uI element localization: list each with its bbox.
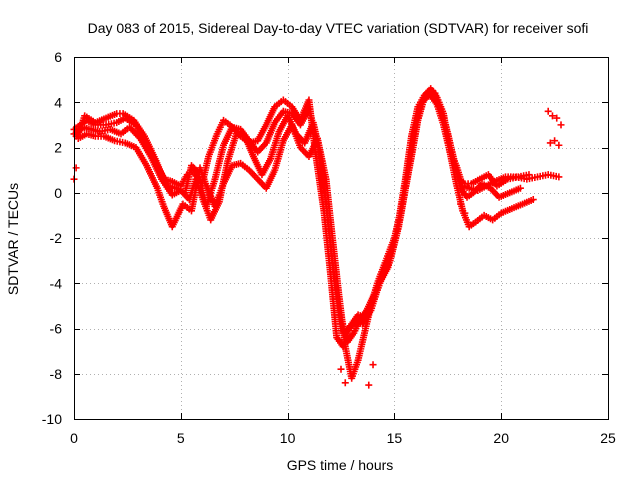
data-point bbox=[516, 184, 524, 192]
x-tick-label: 0 bbox=[70, 430, 78, 446]
axis-ticks: 0 5 10 15 20 25 -10 -8 -6 -4 -2 0 2 4 6 bbox=[42, 49, 616, 446]
y-axis-label: SDTVAR / TECUs bbox=[5, 183, 21, 295]
y-tick-label: 4 bbox=[54, 94, 62, 110]
data-point bbox=[337, 365, 345, 373]
grid-lines bbox=[74, 57, 608, 419]
data-point bbox=[369, 361, 377, 369]
x-tick-label: 25 bbox=[600, 430, 616, 446]
data-point bbox=[72, 164, 80, 172]
data-point bbox=[457, 200, 465, 208]
x-tick-label: 10 bbox=[280, 430, 296, 446]
x-tick-label: 15 bbox=[387, 430, 403, 446]
data-point bbox=[553, 114, 561, 122]
y-tick-label: 2 bbox=[54, 140, 62, 156]
data-point bbox=[548, 112, 556, 120]
chart-title: Day 083 of 2015, Sidereal Day-to-day VTE… bbox=[88, 20, 589, 36]
y-tick-label: -10 bbox=[42, 411, 62, 427]
data-point bbox=[365, 381, 373, 389]
data-point bbox=[555, 173, 563, 181]
data-point bbox=[529, 196, 537, 204]
y-tick-label: -6 bbox=[50, 321, 63, 337]
data-point bbox=[525, 171, 533, 179]
y-tick-label: -8 bbox=[50, 366, 63, 382]
y-tick-label: 0 bbox=[54, 185, 62, 201]
y-tick-label: 6 bbox=[54, 49, 62, 65]
y-tick-label: -4 bbox=[50, 275, 63, 291]
x-axis-label: GPS time / hours bbox=[287, 457, 394, 473]
x-tick-label: 20 bbox=[493, 430, 509, 446]
data-point bbox=[546, 139, 554, 147]
data-points bbox=[70, 85, 565, 389]
data-point bbox=[461, 209, 469, 217]
data-point bbox=[341, 379, 349, 387]
data-point bbox=[551, 137, 559, 145]
y-tick-label: -2 bbox=[50, 230, 63, 246]
data-point bbox=[544, 107, 552, 115]
x-tick-label: 5 bbox=[177, 430, 185, 446]
data-point bbox=[557, 121, 565, 129]
data-point bbox=[555, 141, 563, 149]
